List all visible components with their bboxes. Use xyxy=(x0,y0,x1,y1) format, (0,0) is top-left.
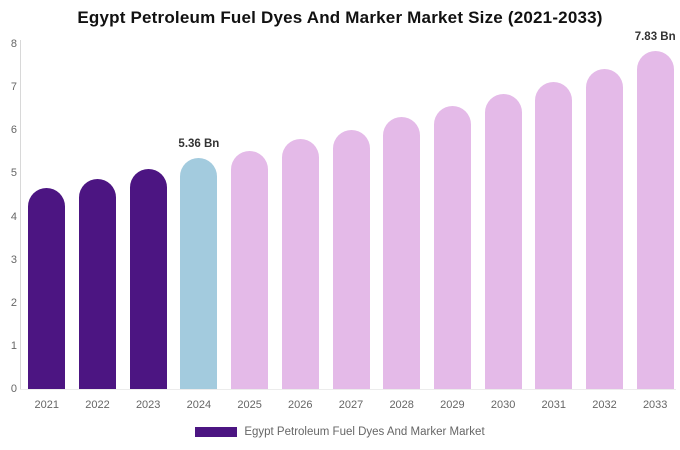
bar-2024[interactable] xyxy=(180,157,218,389)
bar-2023[interactable] xyxy=(129,169,167,389)
y-tick-label-4: 4 xyxy=(10,210,17,223)
x-tick-label-2028: 2028 xyxy=(389,399,414,411)
bar-2027[interactable] xyxy=(332,129,370,389)
x-tick-label-2033: 2033 xyxy=(642,399,668,411)
x-tick-label-2027: 2027 xyxy=(338,399,364,411)
y-tick-label-7: 7 xyxy=(10,81,17,94)
value-label-2033: 7.83 Bn xyxy=(634,31,676,44)
bar-2021[interactable] xyxy=(28,188,66,389)
y-tick-label-1: 1 xyxy=(10,339,17,352)
y-tick-label-3: 3 xyxy=(10,253,17,266)
bar-2033[interactable] xyxy=(636,51,674,389)
chart-title: Egypt Petroleum Fuel Dyes And Marker Mar… xyxy=(77,8,603,27)
bar-2030[interactable] xyxy=(484,94,522,389)
bar-2032[interactable] xyxy=(586,69,623,389)
x-tick-label-2032: 2032 xyxy=(592,399,617,411)
bar-2029[interactable] xyxy=(433,106,471,389)
x-tick-label-2023: 2023 xyxy=(135,399,161,411)
x-tick-label-2022: 2022 xyxy=(85,399,110,411)
x-tick-label-2029: 2029 xyxy=(440,399,465,411)
y-tick-label-0: 0 xyxy=(10,383,17,395)
x-tick-label-2026: 2026 xyxy=(288,399,313,411)
x-tick-label-2031: 2031 xyxy=(541,399,567,411)
bar-2022[interactable] xyxy=(79,178,116,389)
legend-item[interactable]: Egypt Petroleum Fuel Dyes And Marker Mar… xyxy=(0,425,680,439)
bar-2031[interactable] xyxy=(535,81,573,389)
y-tick-label-8: 8 xyxy=(10,38,17,50)
y-axis-line xyxy=(20,40,21,389)
x-tick-label-2021: 2021 xyxy=(34,399,60,411)
legend-label: Egypt Petroleum Fuel Dyes And Marker Mar… xyxy=(244,426,485,438)
y-tick-label-6: 6 xyxy=(10,124,17,137)
y-tick-label-5: 5 xyxy=(10,167,17,180)
value-label-2024: 5.36 Bn xyxy=(178,137,220,150)
x-tick-label-2025: 2025 xyxy=(237,399,262,411)
y-tick-label-2: 2 xyxy=(10,296,17,309)
legend-swatch xyxy=(195,427,238,437)
bar-2025[interactable] xyxy=(231,150,269,389)
x-axis-line xyxy=(20,389,676,390)
x-tick-label-2030: 2030 xyxy=(490,399,516,411)
x-tick-label-2024: 2024 xyxy=(186,399,212,411)
bar-2028[interactable] xyxy=(383,117,421,389)
bar-2026[interactable] xyxy=(281,139,319,389)
